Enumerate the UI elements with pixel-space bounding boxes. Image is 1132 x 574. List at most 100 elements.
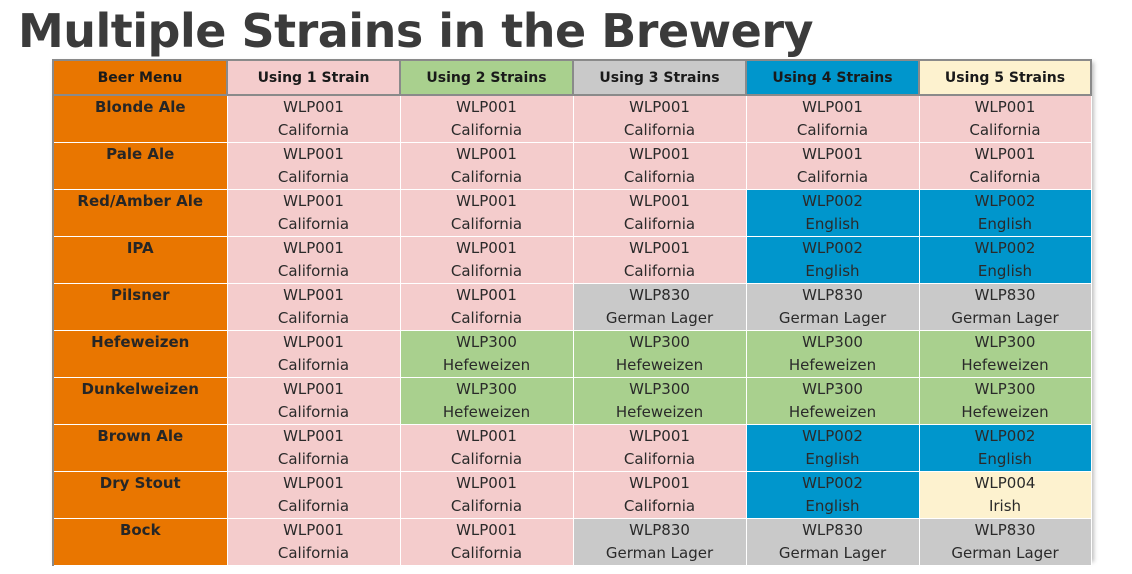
strain-name: California xyxy=(450,262,523,280)
strain-code: WLP001 xyxy=(974,98,1036,116)
strain-name: California xyxy=(623,168,696,186)
strain-cell: WLP002 English xyxy=(745,471,920,519)
header-strains-1: Using 1 Strain xyxy=(226,59,401,96)
strain-cell: WLP001 California xyxy=(572,142,747,190)
strain-cell: WLP001 California xyxy=(226,142,401,190)
strain-table-container: Beer Menu Using 1 Strain Using 2 Strains Us… xyxy=(52,59,1092,566)
strain-name: California xyxy=(277,497,350,515)
strain-code: WLP001 xyxy=(629,474,690,492)
strain-name: California xyxy=(277,450,350,468)
strain-name: German Lager xyxy=(778,544,887,562)
strain-cell: WLP830 German Lager xyxy=(572,518,747,566)
strain-cell: WLP001 California xyxy=(572,236,747,284)
strain-name: California xyxy=(450,309,523,327)
strain-code: WLP001 xyxy=(283,239,344,257)
strain-code: WLP300 xyxy=(802,333,863,351)
header-beer-menu: Beer Menu xyxy=(52,59,228,96)
strain-name: California xyxy=(277,403,350,421)
strain-cell: WLP001 California xyxy=(226,330,401,378)
strain-name: German Lager xyxy=(951,309,1059,327)
strain-cell: WLP001 California xyxy=(399,236,574,284)
strain-code: WLP001 xyxy=(974,145,1036,163)
strain-name: English xyxy=(977,215,1033,233)
strain-code: WLP001 xyxy=(456,521,517,539)
strain-code: WLP001 xyxy=(629,239,690,257)
strain-name: California xyxy=(450,215,523,233)
strain-code: WLP002 xyxy=(974,427,1036,445)
strain-code: WLP001 xyxy=(283,286,344,304)
beer-name-cell: Pilsner xyxy=(52,283,228,331)
beer-name-cell: Blonde Ale xyxy=(52,94,228,143)
strain-name: German Lager xyxy=(605,544,714,562)
header-strains-2: Using 2 Strains xyxy=(399,59,574,96)
strain-code: WLP300 xyxy=(629,380,690,398)
strain-code: WLP300 xyxy=(802,380,863,398)
strain-cell: WLP830 German Lager xyxy=(918,518,1092,566)
strain-code: WLP002 xyxy=(802,192,863,210)
strain-code: WLP830 xyxy=(802,521,863,539)
table-row: Brown Ale WLP001 California WLP001 Californi… xyxy=(52,424,1092,472)
page-title: Multiple Strains in the Brewery xyxy=(18,4,814,58)
strain-name: Hefeweizen xyxy=(615,356,704,374)
strain-cell: WLP300 Hefeweizen xyxy=(399,377,574,425)
strain-code: WLP001 xyxy=(629,427,690,445)
strain-name: California xyxy=(277,215,350,233)
strain-code: WLP830 xyxy=(629,521,690,539)
strain-name: Hefeweizen xyxy=(615,403,704,421)
strain-code: WLP002 xyxy=(802,427,863,445)
strain-code: WLP001 xyxy=(456,286,517,304)
strain-cell: WLP830 German Lager xyxy=(745,283,920,331)
strain-name: California xyxy=(277,309,350,327)
strain-code: WLP001 xyxy=(456,239,517,257)
strain-name: English xyxy=(977,262,1033,280)
strain-code: WLP300 xyxy=(456,333,517,351)
strain-name: German Lager xyxy=(951,544,1059,562)
strain-name: California xyxy=(450,168,523,186)
strain-name: German Lager xyxy=(778,309,887,327)
strain-code: WLP001 xyxy=(283,521,344,539)
beer-name-cell: Dry Stout xyxy=(52,471,228,519)
strain-cell: WLP002 English xyxy=(918,189,1092,237)
strain-cell: WLP001 California xyxy=(399,94,574,143)
strain-code: WLP002 xyxy=(974,239,1036,257)
strain-name: California xyxy=(450,121,523,139)
strain-code: WLP830 xyxy=(802,286,863,304)
strain-cell: WLP001 California xyxy=(399,518,574,566)
strain-cell: WLP001 California xyxy=(226,189,401,237)
strain-code: WLP001 xyxy=(283,380,344,398)
strain-cell: WLP001 California xyxy=(226,518,401,566)
strain-cell: WLP300 Hefeweizen xyxy=(572,377,747,425)
strain-name: California xyxy=(623,262,696,280)
strain-cell: WLP001 California xyxy=(226,471,401,519)
strain-name: English xyxy=(977,450,1033,468)
strain-code: WLP830 xyxy=(974,521,1036,539)
header-strains-3: Using 3 Strains xyxy=(572,59,747,96)
strain-code: WLP300 xyxy=(974,333,1036,351)
strain-name: California xyxy=(277,121,350,139)
strain-cell: WLP001 California xyxy=(572,189,747,237)
beer-name-cell: Pale Ale xyxy=(52,142,228,190)
strain-cell: WLP300 Hefeweizen xyxy=(918,330,1092,378)
strain-cell: WLP001 California xyxy=(226,424,401,472)
strain-code: WLP001 xyxy=(629,98,690,116)
table-row: Blonde Ale WLP001 California WLP001 Californ… xyxy=(52,94,1092,143)
strain-cell: WLP001 California xyxy=(745,142,920,190)
strain-code: WLP001 xyxy=(802,145,863,163)
strain-table: Beer Menu Using 1 Strain Using 2 Strains Us… xyxy=(52,59,1092,566)
strain-cell: WLP001 California xyxy=(399,142,574,190)
header-strains-5: Using 5 Strains xyxy=(918,59,1092,96)
strain-cell: WLP002 English xyxy=(918,424,1092,472)
strain-name: California xyxy=(796,121,869,139)
strain-code: WLP001 xyxy=(283,145,344,163)
strain-name: California xyxy=(277,168,350,186)
strain-code: WLP001 xyxy=(456,427,517,445)
strain-name: California xyxy=(277,262,350,280)
strain-cell: WLP001 California xyxy=(399,424,574,472)
strain-name: California xyxy=(623,121,696,139)
strain-cell: WLP002 English xyxy=(745,424,920,472)
strain-cell: WLP001 California xyxy=(226,94,401,143)
strain-cell: WLP001 California xyxy=(399,471,574,519)
strain-cell: WLP300 Hefeweizen xyxy=(572,330,747,378)
strain-code: WLP001 xyxy=(283,474,344,492)
strain-cell: WLP001 California xyxy=(572,94,747,143)
